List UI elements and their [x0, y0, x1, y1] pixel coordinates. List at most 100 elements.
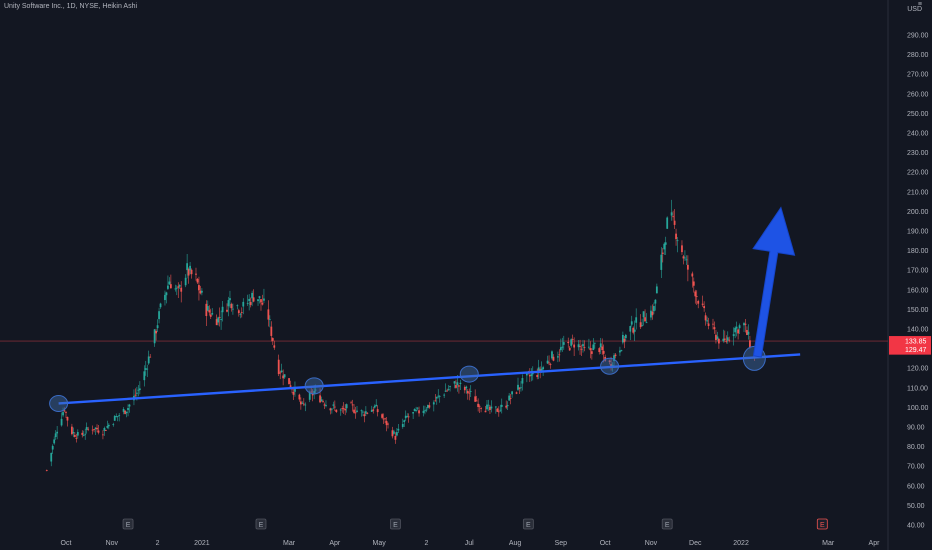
y-tick-label: 160.00	[907, 287, 929, 294]
candle	[258, 295, 261, 304]
candle	[567, 337, 570, 348]
candle	[271, 337, 274, 345]
candle	[413, 408, 416, 412]
candle	[546, 355, 549, 365]
candle	[103, 426, 106, 436]
candle	[509, 393, 512, 405]
x-tick-label: Aug	[509, 540, 522, 547]
touch-highlight-ellipse[interactable]	[304, 377, 324, 395]
candle	[459, 379, 462, 390]
candle	[601, 338, 604, 355]
x-tick-label: 2022	[733, 540, 749, 547]
candle	[209, 308, 212, 319]
x-tick-label: Nov	[106, 540, 119, 547]
candle	[75, 433, 78, 443]
earnings-marker[interactable]: E	[390, 518, 401, 530]
candle	[650, 305, 652, 321]
candle	[375, 399, 378, 407]
candle	[552, 354, 555, 362]
candle	[198, 276, 200, 301]
candle	[630, 315, 633, 327]
candle	[713, 321, 716, 334]
candle	[447, 385, 450, 391]
candle	[387, 422, 389, 429]
candle	[666, 216, 669, 230]
candle	[469, 385, 472, 398]
candle	[189, 261, 191, 275]
candle	[252, 289, 255, 303]
candle	[726, 331, 729, 344]
candle	[621, 331, 624, 345]
hamburger-icon[interactable]: ≡	[917, 1, 922, 8]
candle	[437, 389, 440, 399]
candle	[239, 312, 242, 319]
earnings-marker[interactable]: E	[661, 518, 673, 530]
candle	[723, 330, 726, 343]
candle	[164, 290, 166, 306]
candle	[107, 423, 110, 430]
earnings-marker[interactable]: E	[522, 518, 534, 530]
candle	[561, 337, 564, 352]
candle	[394, 432, 397, 444]
candle	[230, 302, 233, 312]
candle	[579, 339, 581, 355]
candle	[393, 429, 395, 435]
earnings-marker[interactable]: E	[255, 518, 267, 530]
candle	[342, 402, 345, 415]
candle	[717, 337, 720, 349]
candle	[261, 294, 264, 306]
candle	[248, 294, 251, 311]
candle	[722, 329, 725, 343]
earnings-marker[interactable]: E	[122, 518, 134, 530]
candle	[468, 388, 471, 401]
candle	[218, 307, 221, 327]
candle	[249, 297, 252, 308]
candle	[728, 336, 731, 343]
candle	[465, 385, 468, 394]
candle	[76, 429, 79, 439]
candle	[422, 405, 425, 417]
touch-highlight-ellipse[interactable]	[600, 357, 620, 375]
candle	[144, 360, 147, 376]
candle	[487, 399, 490, 412]
candle	[703, 301, 706, 312]
candle	[232, 303, 234, 315]
candle	[298, 393, 301, 402]
x-tick-label: Nov	[645, 540, 658, 547]
y-tick-label: 110.00	[907, 385, 928, 392]
candle	[644, 309, 646, 322]
candle	[229, 290, 231, 308]
support-trendline[interactable]	[58, 353, 801, 405]
candle	[425, 407, 428, 413]
candle	[168, 277, 171, 285]
touch-highlight-ellipse[interactable]	[49, 394, 69, 412]
candle	[226, 303, 228, 313]
candle	[345, 403, 348, 413]
candle	[277, 354, 280, 377]
earnings-marker[interactable]: E	[816, 518, 828, 530]
candle	[97, 425, 100, 435]
candle	[221, 300, 224, 322]
candle	[707, 317, 710, 330]
y-tick-label: 100.00	[907, 405, 929, 412]
candle	[353, 404, 355, 414]
candle	[490, 400, 493, 413]
candle	[738, 323, 741, 335]
candle	[704, 312, 707, 326]
candle	[682, 254, 685, 265]
candle	[190, 268, 193, 279]
candle	[536, 368, 539, 380]
candle	[362, 410, 364, 417]
candle	[158, 307, 160, 324]
candle	[257, 299, 259, 306]
candle	[562, 335, 565, 350]
candle	[734, 326, 737, 339]
svg-text:E: E	[259, 522, 264, 529]
touch-highlight-ellipse[interactable]	[459, 365, 479, 383]
candle	[200, 288, 203, 296]
candle	[744, 319, 747, 333]
candle	[288, 378, 290, 385]
candle	[360, 409, 363, 417]
projection-arrow[interactable]	[752, 206, 796, 358]
